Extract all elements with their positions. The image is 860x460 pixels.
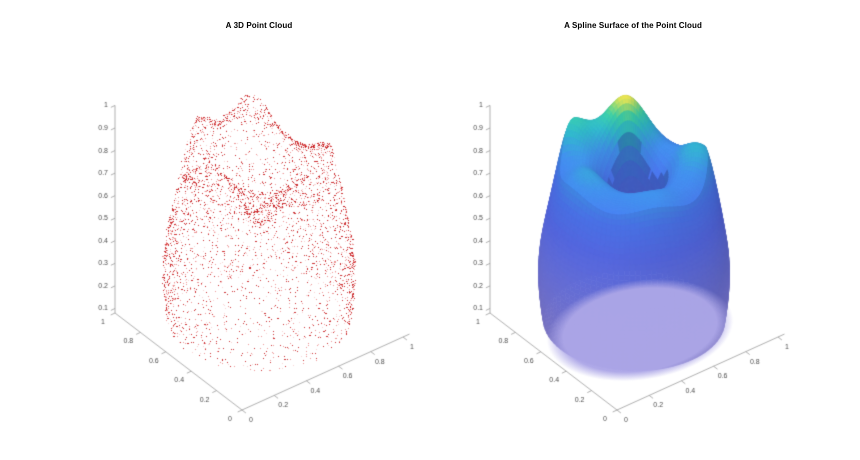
spline-surface-plot-canvas bbox=[430, 0, 860, 460]
point-cloud-plot-canvas bbox=[0, 0, 430, 460]
subplot-point-cloud: A 3D Point Cloud bbox=[0, 0, 430, 460]
subplot-spline-surface: A Spline Surface of the Point Cloud bbox=[430, 0, 860, 460]
